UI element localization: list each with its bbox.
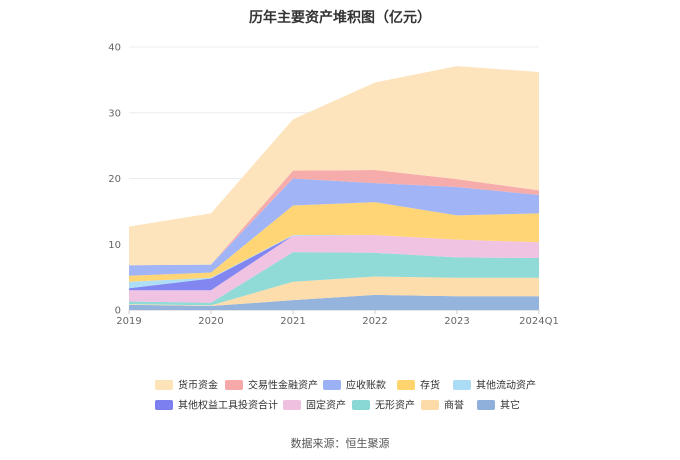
area-交易性金融资产 [129, 169, 539, 266]
x-tick-label: 2020 [198, 316, 223, 327]
legend-label: 商誉 [444, 399, 464, 412]
y-tick-label: 30 [108, 108, 121, 119]
legend-swatch [352, 400, 370, 410]
area-商誉 [129, 276, 539, 307]
area-其他权益工具投资合计 [129, 235, 539, 291]
legend-label: 其它 [500, 399, 520, 412]
source-note: 数据来源：恒生聚源 [291, 436, 390, 450]
legend-swatch [323, 380, 341, 390]
legend-label: 应收账款 [346, 379, 386, 392]
x-axis-ticks: 2019 2020 2021 2022 2023 2024Q1 [116, 310, 559, 327]
x-tick-label: 2022 [362, 316, 387, 327]
area-其它 [129, 294, 539, 310]
y-tick-label: 20 [108, 174, 121, 185]
x-tick-label: 2021 [280, 316, 305, 327]
legend-label: 固定资产 [306, 399, 346, 412]
area-无形资产 [129, 252, 539, 306]
legend-label: 货币资金 [178, 379, 218, 392]
legend-swatch [453, 380, 471, 390]
x-tick-label: 2024Q1 [519, 316, 559, 327]
area-series [129, 66, 539, 310]
legend-swatch [421, 400, 439, 410]
legend-label: 无形资产 [375, 399, 415, 412]
y-tick-label: 10 [108, 240, 121, 251]
area-固定资产 [129, 235, 539, 303]
legend-swatch [397, 380, 415, 390]
legend-label: 存货 [420, 379, 440, 392]
chart-title: 历年主要资产堆积图（亿元） [249, 9, 431, 26]
legend-swatch [155, 380, 173, 390]
area-应收账款 [129, 178, 539, 276]
x-tick-label: 2023 [444, 316, 469, 327]
legend-swatch [477, 400, 495, 410]
area-其他流动资产 [129, 235, 539, 289]
legend-swatch [283, 400, 301, 410]
y-tick-label: 40 [108, 43, 121, 54]
legend-label: 交易性金融资产 [248, 379, 318, 392]
area-货币资金 [129, 66, 539, 266]
y-axis-ticks: 0 10 20 30 40 [108, 43, 121, 317]
legend-swatch [225, 380, 243, 390]
legend-swatch [155, 400, 173, 410]
area-存货 [129, 202, 539, 282]
legend-label: 其他权益工具投资合计 [178, 399, 278, 412]
legend-label: 其他流动资产 [476, 379, 536, 392]
x-tick-label: 2019 [116, 316, 141, 327]
y-tick-label: 0 [115, 306, 121, 317]
